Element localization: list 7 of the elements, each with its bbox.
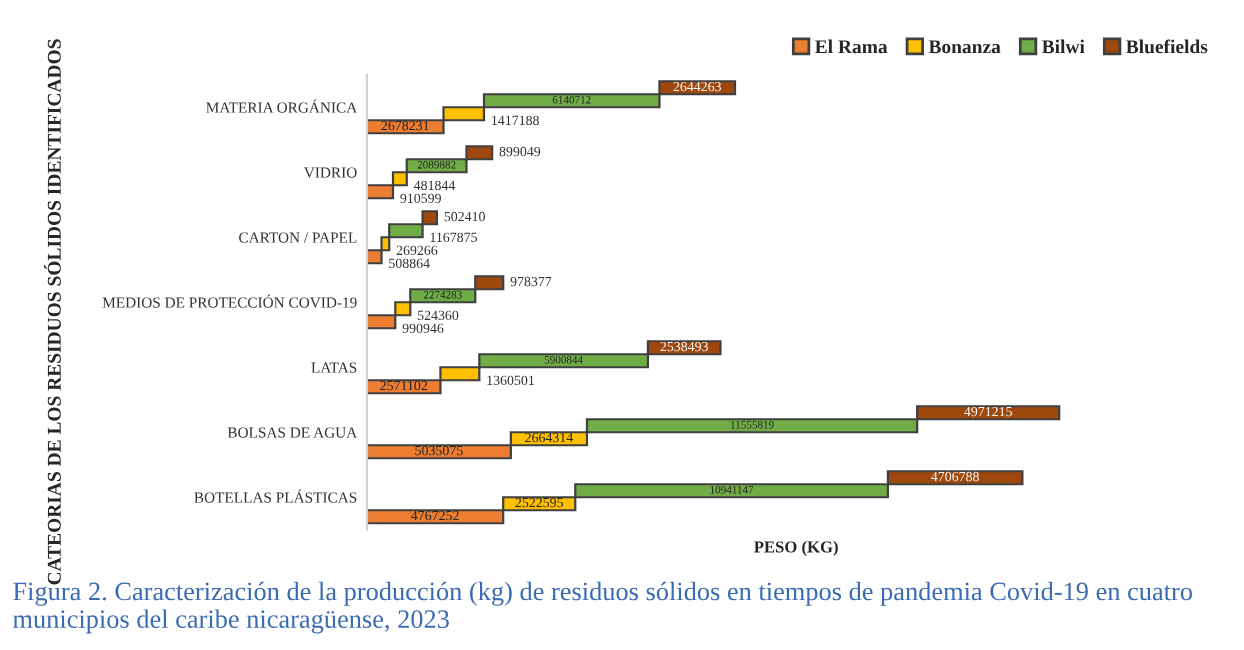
legend-label: Bilwi [1042, 39, 1085, 54]
y-axis-title: CATEORIAS DE LOS RESIDUOS SÓLIDOS IDENTIFICADOS [44, 39, 61, 585]
legend-label: Bonanza [928, 40, 1001, 54]
legend-label: Bluefields [1126, 39, 1208, 54]
legend-label: El Rama [815, 39, 888, 54]
text: Figura 2. Caracterización de la producción (kg) de residuos sólidos en tiempos de pandemia Covid-19 en cuatro municipios del caribe nicaragüense, 2023 [12, 581, 1192, 634]
x-axis-title: PESO (KG) [754, 540, 838, 556]
